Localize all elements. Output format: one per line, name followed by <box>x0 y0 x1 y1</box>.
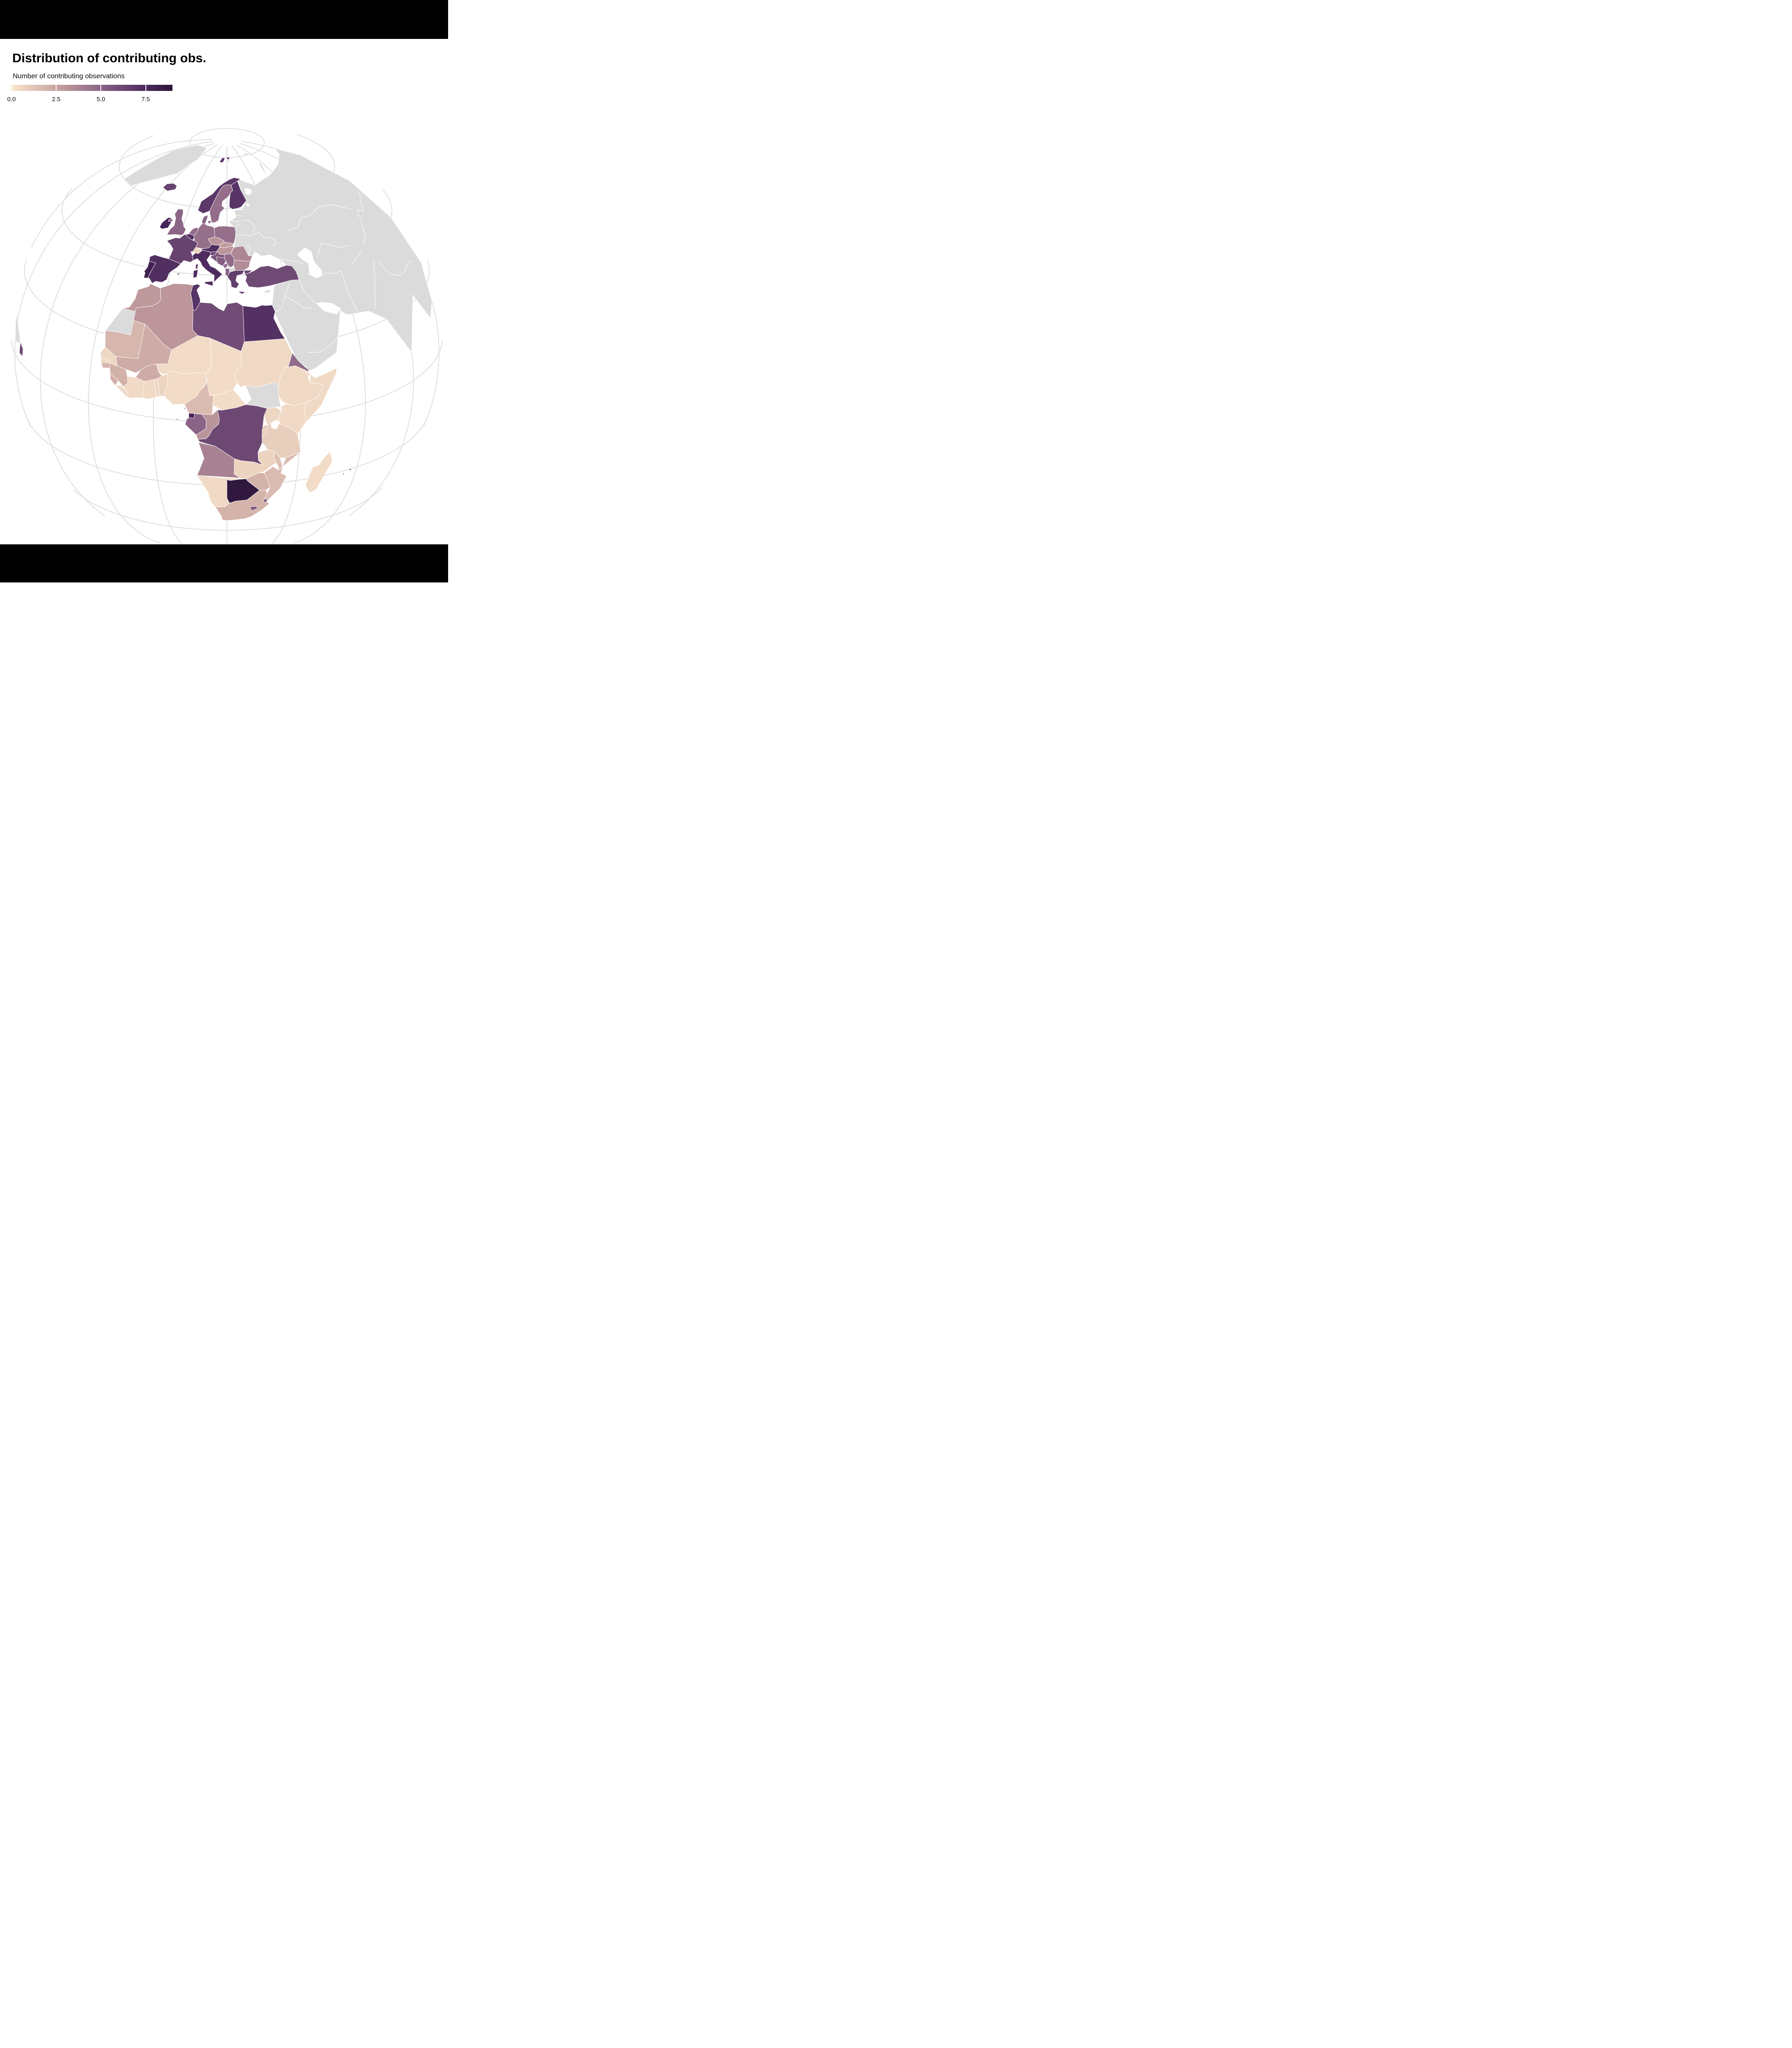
no-data-franz-josef-land <box>243 153 249 156</box>
country-iceland <box>163 183 177 191</box>
country-greece <box>227 270 246 295</box>
country-mauritius <box>349 468 352 471</box>
legend-tick-line <box>145 85 146 91</box>
country-western-sahara <box>105 308 136 335</box>
country-somalia <box>304 368 337 423</box>
country-north-macedonia <box>229 267 236 274</box>
country-south-sudan <box>245 382 281 409</box>
country-cyprus <box>264 289 272 293</box>
internal-border-1 <box>229 220 241 222</box>
lake-ladoga <box>245 203 249 207</box>
internal-border-19 <box>351 251 361 265</box>
country-french-guiana <box>19 341 23 357</box>
no-data-south-america <box>15 313 20 344</box>
legend-tick-line <box>100 85 102 91</box>
legend-tick-label-1: 2.5 <box>52 96 61 103</box>
internal-border-14 <box>308 327 344 353</box>
country-romania <box>230 245 253 262</box>
internal-border-3 <box>235 232 259 236</box>
graticule-meridian--80 <box>31 139 213 248</box>
country-finland <box>229 181 247 210</box>
persian-gulf <box>316 302 341 315</box>
country-sao-tome <box>176 418 179 421</box>
legend-title: Number of contributing observations <box>13 72 125 80</box>
no-data-greenland <box>124 145 207 186</box>
country-france <box>167 234 199 270</box>
graticule-meridian--20 <box>88 145 218 544</box>
top-letterbox-bar <box>0 0 448 39</box>
country-reunion <box>342 473 345 475</box>
country-denmark <box>202 215 212 224</box>
legend-tick-label-0: 0.0 <box>7 96 16 103</box>
country-lesotho <box>250 506 258 511</box>
country-kenya <box>278 402 308 434</box>
internal-border-16 <box>373 260 376 310</box>
lake-victoria <box>271 419 280 429</box>
white-sea <box>244 188 252 195</box>
graticule-parallel--40 <box>73 487 383 531</box>
country-kosovo <box>227 265 231 269</box>
internal-border-8 <box>288 204 353 231</box>
internal-border-13 <box>284 295 311 309</box>
country-turkey <box>244 265 299 288</box>
graticule-parallel-60 <box>118 134 335 209</box>
caspian-sea <box>297 247 322 279</box>
country-bulgaria <box>233 260 251 271</box>
graticule-meridian--60 <box>14 141 213 427</box>
no-data-novaya-zemlya <box>259 161 266 174</box>
legend-gradient-bar <box>11 85 172 91</box>
internal-border-17 <box>378 261 412 276</box>
country-luxembourg <box>192 238 195 241</box>
internal-border-11 <box>341 270 358 311</box>
country-spain <box>147 254 181 284</box>
countries <box>19 156 352 521</box>
internal-border-18 <box>357 192 366 246</box>
lakes <box>244 188 341 429</box>
country-burundi <box>262 429 267 437</box>
bottom-letterbox-bar <box>0 544 448 582</box>
internal-border-2 <box>234 224 241 227</box>
country-gambia <box>101 357 111 361</box>
world-map <box>11 128 443 554</box>
internal-border-4 <box>243 220 256 233</box>
internal-border-5 <box>258 232 276 246</box>
country-ireland <box>159 217 172 229</box>
internal-border-0 <box>235 215 242 216</box>
country-uk <box>167 208 186 236</box>
figure-title: Distribution of contributing obs. <box>12 51 206 65</box>
no-data-landmasses <box>15 145 432 371</box>
internal-border-9 <box>317 242 351 258</box>
legend-tick-line <box>56 85 57 91</box>
legend-tick-label-2: 5.0 <box>96 96 105 103</box>
country-malta <box>209 289 211 291</box>
country-namibia <box>197 475 246 507</box>
country-madagascar <box>305 451 333 493</box>
country-eswatini <box>263 498 268 503</box>
country-burkina-faso <box>135 363 162 382</box>
internal-border-6 <box>247 245 250 256</box>
internal-border-7 <box>280 259 303 264</box>
figure-page: Distribution of contributing obs. Number… <box>0 0 448 582</box>
internal-border-20 <box>284 283 290 296</box>
country-italy <box>192 250 223 286</box>
internal-border-15 <box>275 295 285 312</box>
legend-tick-label-3: 7.5 <box>141 96 150 103</box>
internal-border-12 <box>299 279 316 304</box>
country-sweden <box>209 184 233 223</box>
